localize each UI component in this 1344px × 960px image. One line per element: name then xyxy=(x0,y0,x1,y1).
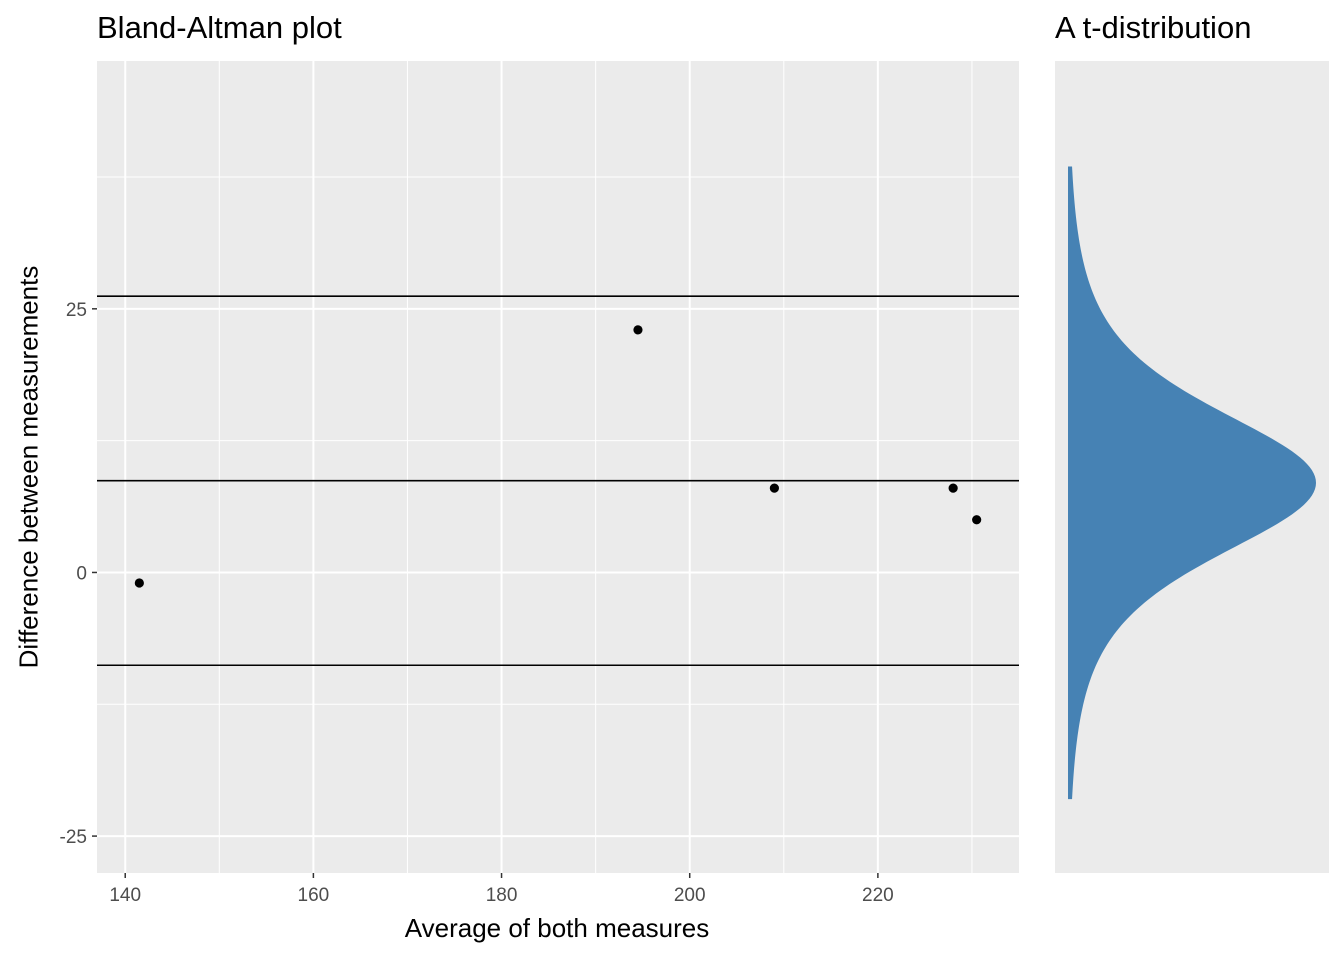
x-tick-label: 180 xyxy=(486,885,518,906)
data-point-4 xyxy=(972,515,982,525)
bland-altman-panel xyxy=(97,61,1019,873)
t-density-area xyxy=(1068,166,1316,800)
x-axis-title: Average of both measures xyxy=(404,913,710,943)
x-tick-label: 220 xyxy=(862,885,894,906)
y-tick-label: 25 xyxy=(66,300,87,321)
axis-ticks: 140 160 180 200 220 -25 0 25 xyxy=(60,300,894,906)
y-axis-title: Difference between measurements xyxy=(13,265,44,669)
y-tick-label: -25 xyxy=(60,827,87,848)
data-points xyxy=(134,325,982,588)
limit-lines xyxy=(97,295,1019,667)
gridlines xyxy=(97,61,1019,873)
bland-altman-title: Bland-Altman plot xyxy=(97,10,342,45)
y-tick-label: 0 xyxy=(76,563,87,584)
x-tick-label: 160 xyxy=(298,885,330,906)
data-point-3 xyxy=(948,483,958,493)
t-distribution-title: A t-distribution xyxy=(1055,10,1252,45)
x-tick-label: 200 xyxy=(674,885,706,906)
data-point-0 xyxy=(134,578,144,588)
data-point-1 xyxy=(633,325,643,335)
x-tick-label: 140 xyxy=(109,885,141,906)
data-point-2 xyxy=(769,483,779,493)
